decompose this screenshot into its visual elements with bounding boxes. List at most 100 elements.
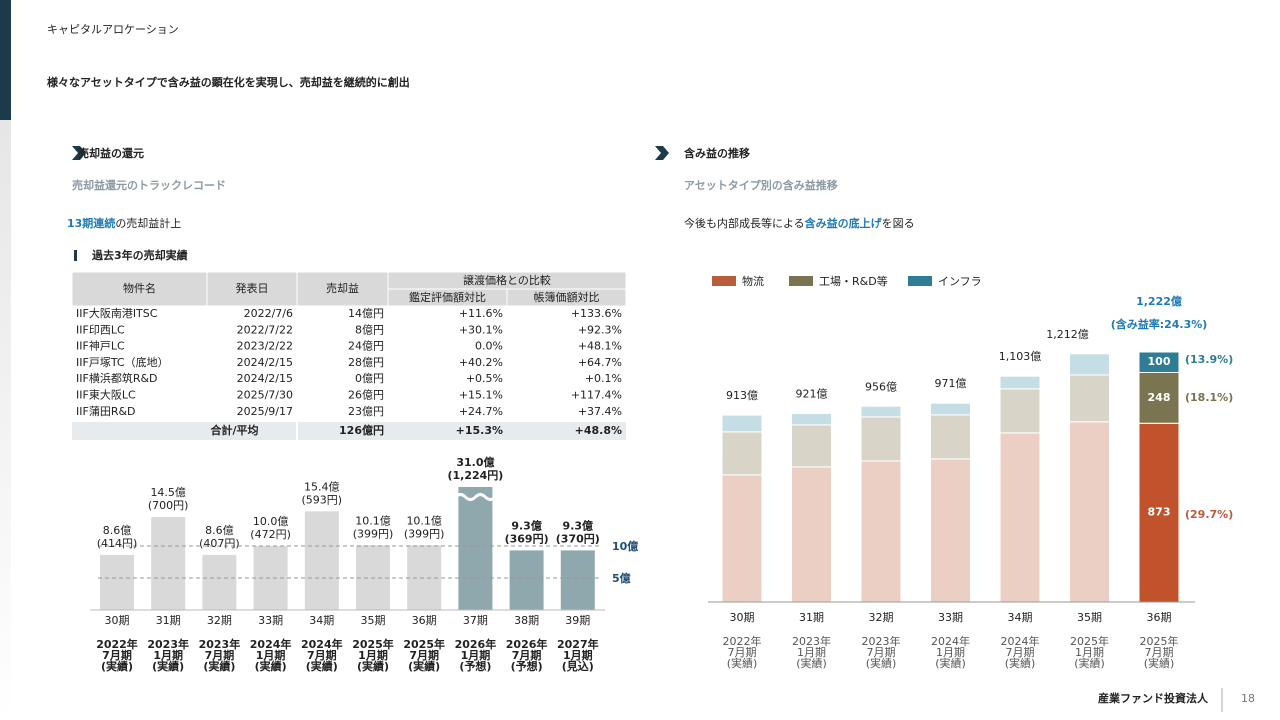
right-subheading: アセットタイプ別の含み益推移 xyxy=(684,178,838,192)
period-label: 7月期 xyxy=(1145,646,1174,659)
share-label: (13.9%) xyxy=(1185,353,1233,366)
period-label: (実績) xyxy=(727,656,758,670)
table-cell: IIF神戸LC xyxy=(76,339,125,353)
bar-segment xyxy=(1069,374,1110,423)
period-label: 2025年 xyxy=(1140,634,1179,648)
bar-segment xyxy=(721,414,763,433)
header-text: 発表日 xyxy=(236,281,269,295)
bar-segment xyxy=(930,414,971,460)
value-label: 10.1億 xyxy=(355,514,391,527)
period-label: (実績) xyxy=(935,656,966,670)
bar-segment xyxy=(1138,422,1180,603)
x-tick-label: 35期 xyxy=(361,614,386,627)
table-cell: 8億円 xyxy=(355,323,384,336)
table-cell: 28億円 xyxy=(348,356,384,369)
header-text: 譲渡価格との比較 xyxy=(463,273,551,287)
period-label: (実績) xyxy=(357,659,389,673)
period-label: 2023年 xyxy=(147,637,189,651)
x-tick-label: 35期 xyxy=(1077,611,1102,624)
bar-segment xyxy=(999,432,1041,603)
sub-label: (399円) xyxy=(353,527,394,540)
period-label: (実績) xyxy=(1144,656,1175,670)
value-label: 15.4億 xyxy=(304,480,340,493)
legend-swatch xyxy=(908,276,932,286)
page-title: 様々なアセットタイプで含み益の顕在化を実現し、売却益を継続的に創出 xyxy=(47,75,410,89)
header-text: 鑑定評価額対比 xyxy=(409,290,486,304)
period-label: 7月期 xyxy=(512,648,542,662)
table-cell: 2024/2/15 xyxy=(237,356,293,369)
table-cell: +117.4% xyxy=(571,389,622,402)
table-cell: +24.7% xyxy=(459,405,503,418)
bar-segment xyxy=(860,405,902,418)
total-label: 971億 xyxy=(935,377,967,390)
table-cell: +15.1% xyxy=(459,389,503,402)
sub-label: (472円) xyxy=(250,528,291,541)
bar xyxy=(560,550,595,610)
bar-segment xyxy=(999,388,1041,434)
caption-marker xyxy=(74,250,77,261)
bar-segment xyxy=(791,412,832,426)
period-label: (実績) xyxy=(1074,656,1105,670)
total-label: 1,212億 xyxy=(1046,328,1089,341)
total-label: 913億 xyxy=(726,389,758,402)
total-cell: 合計/平均 xyxy=(210,423,258,437)
x-tick-label: 31期 xyxy=(156,614,181,627)
right-heading: 含み益の推移 xyxy=(683,146,750,160)
bar-segment xyxy=(1138,351,1180,373)
table-cell: 26億円 xyxy=(348,389,384,402)
annotation: (含み益率:24.3%) xyxy=(1111,317,1208,331)
header-text: 物件名 xyxy=(123,281,156,295)
right-lead: 今後も内部成長等による含み益の底上げを図る xyxy=(684,216,915,230)
bar-segment xyxy=(1069,421,1110,603)
sub-label: (700円) xyxy=(148,499,189,512)
share-label: (18.1%) xyxy=(1185,391,1233,404)
period-label: (実績) xyxy=(866,656,897,670)
chevron xyxy=(655,146,669,160)
legend-label: 物流 xyxy=(742,274,764,288)
x-tick-label: 39期 xyxy=(565,614,590,627)
total-label: 1,222億 xyxy=(1136,294,1182,308)
lead-text: の売却益計上 xyxy=(115,216,181,230)
value-label: 31.0億 xyxy=(456,455,494,469)
footer-company: 産業ファンド投資法人 xyxy=(1098,691,1209,705)
period-label: 2026年 xyxy=(455,637,497,651)
table-cell: IIF蒲田R&D xyxy=(76,404,136,418)
table-cell: IIF横浜都筑R&D xyxy=(76,371,158,385)
table-cell: 2025/7/30 xyxy=(237,389,293,402)
period-label: 1月期 xyxy=(256,648,286,662)
legend-swatch xyxy=(789,276,813,286)
accent-bar xyxy=(0,0,11,120)
header-cell xyxy=(206,271,298,307)
value-label: 14.5億 xyxy=(150,486,186,499)
period-label: (予想) xyxy=(511,659,543,673)
period-label: (実績) xyxy=(152,659,184,673)
side-bar xyxy=(0,120,11,720)
period-label: 7月期 xyxy=(307,648,337,662)
table-cell: IIF東大阪LC xyxy=(76,388,136,402)
x-tick-label: 33期 xyxy=(258,614,283,627)
bar xyxy=(151,517,186,610)
table-cell: 14億円 xyxy=(348,307,384,320)
period-label: 1月期 xyxy=(153,648,183,662)
period-label: (実績) xyxy=(796,656,827,670)
lead-emphasis: 含み益の底上げ xyxy=(804,216,883,230)
period-label: 7月期 xyxy=(102,648,132,662)
bar-segment xyxy=(721,431,763,476)
table-cell: +92.3% xyxy=(578,323,622,336)
left-lead: 13期連続の売却益計上 xyxy=(67,216,181,230)
lead-text: 今後も内部成長等による xyxy=(684,216,805,230)
header-text: 帳簿価額対比 xyxy=(534,290,600,304)
x-tick-label: 30期 xyxy=(105,614,130,627)
table-cell: IIF戸塚TC（底地） xyxy=(76,355,169,369)
period-label: (実績) xyxy=(306,659,338,673)
period-label: 2023年 xyxy=(792,634,831,648)
period-label: 1月期 xyxy=(797,646,826,659)
period-label: (実績) xyxy=(255,659,287,673)
table-cell: 2025/9/17 xyxy=(237,405,293,418)
bar-segment xyxy=(930,458,971,603)
table-cell: 2022/7/22 xyxy=(237,323,293,336)
period-label: 2024年 xyxy=(301,637,343,651)
x-tick-label: 36期 xyxy=(1147,611,1172,624)
period-label: 7月期 xyxy=(409,648,439,662)
